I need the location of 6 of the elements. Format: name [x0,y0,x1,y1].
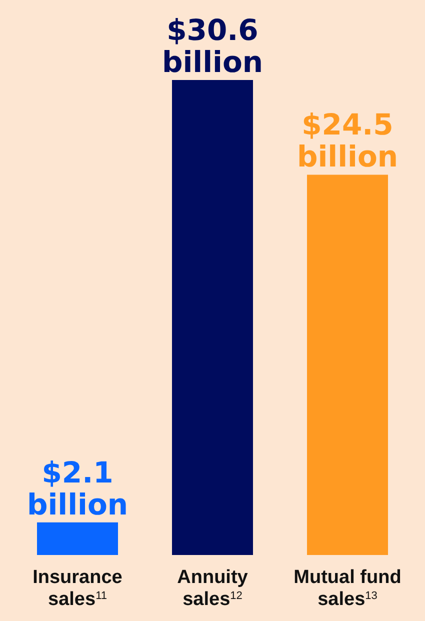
data-label: $2.1 billion [26,455,128,522]
x-tick-label: Annuity sales$^{12}$ [177,567,248,610]
x-tick-label: Mutual fund sales$^{13}$ [294,567,402,610]
x-tick-label: Insurance sales$^{11}$ [32,567,122,610]
data-label: $24.5 billion [296,108,398,174]
data-label: $30.6 billion [162,13,264,79]
